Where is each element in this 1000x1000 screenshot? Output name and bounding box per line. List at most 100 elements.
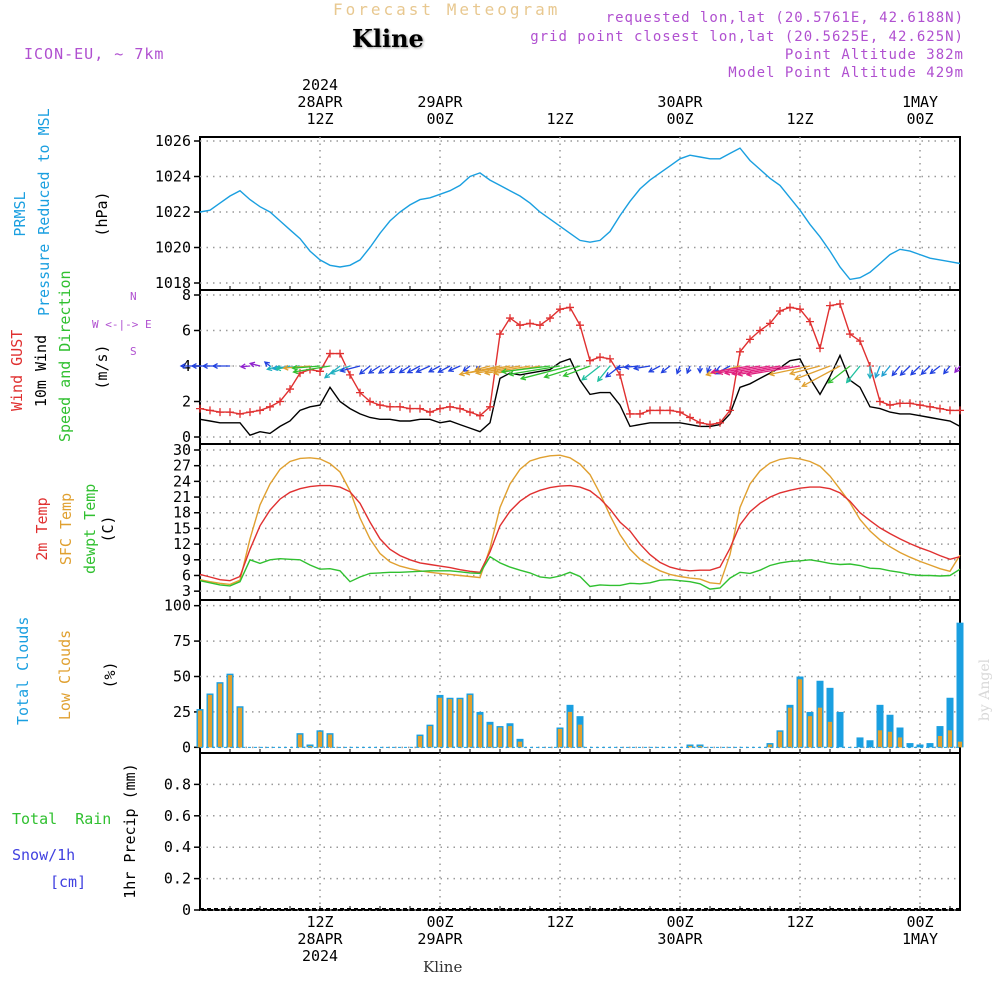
gust-marker — [266, 402, 274, 411]
wind-arrow-head — [398, 367, 405, 374]
wind-arrow-head — [271, 365, 279, 372]
total-cloud-bar — [946, 697, 954, 748]
wind-arrow — [921, 365, 931, 375]
time-label-line: 00Z — [426, 110, 454, 128]
temperature-ytick-label: 12 — [173, 535, 191, 553]
precip-ytick-label: 0.4 — [164, 838, 191, 856]
clouds-ytick-label: 0 — [182, 738, 191, 756]
total-cloud-bar — [906, 743, 914, 748]
wind-arrow-head — [605, 371, 612, 378]
wind-arrow-head — [358, 368, 365, 375]
wind-arrow — [597, 365, 611, 382]
gust-marker — [626, 409, 634, 418]
wind-arrow — [475, 365, 491, 371]
wind-arrow-head — [463, 369, 471, 376]
gust-marker — [926, 402, 934, 411]
gust-marker — [286, 385, 294, 394]
total-cloud-bar — [826, 687, 834, 748]
wind-arrow-head — [263, 361, 270, 367]
wind-arrow-head — [266, 365, 273, 372]
wind-arrow — [250, 362, 261, 367]
wind-arrow-head — [406, 368, 413, 374]
gust-marker — [656, 406, 664, 415]
precip-rain-label: Total Rain — [12, 810, 112, 828]
wind-arrow — [389, 365, 401, 374]
low-cloud-bar — [457, 699, 463, 748]
temperature-ytick-label: 21 — [173, 488, 191, 506]
gust-marker — [526, 319, 534, 328]
gust-marker — [906, 399, 914, 408]
wind-arrow — [508, 365, 561, 375]
gust-marker — [836, 299, 844, 308]
wind-arrow-head — [710, 368, 717, 375]
low-cloud-bar — [477, 714, 483, 748]
total-cloud-bar — [956, 622, 964, 748]
top-time-label: 2024 28APR 12Z — [280, 77, 360, 128]
bottom-time-label: 12Z 28APR 2024 — [280, 914, 360, 965]
low-cloud-bar — [887, 731, 893, 748]
wind-arrow — [661, 365, 671, 374]
temperature-ytick-label: 24 — [173, 472, 191, 490]
bottom-time-label: 00Z 29APR — [400, 914, 480, 948]
wind-arrow — [283, 365, 311, 369]
gust-marker — [326, 349, 334, 358]
compass-rose: W <-|-> E — [92, 318, 152, 331]
gust-marker — [496, 330, 504, 339]
model-label: ICON-EU, ~ 7km — [24, 45, 165, 63]
wind-arrow-head — [248, 361, 256, 368]
wind-arrow — [485, 365, 531, 374]
t2m-line — [199, 484, 961, 582]
temperature-ytick-label: 9 — [182, 551, 191, 569]
compass-s-label: S — [130, 345, 137, 358]
wind-arrow-head — [282, 364, 289, 371]
top-time-label: 1MAY 00Z — [880, 94, 960, 128]
wind-arrow — [794, 365, 831, 380]
wind-arrow-head — [730, 370, 738, 377]
gust-marker — [576, 321, 584, 330]
wind-arrow-head — [660, 367, 667, 374]
wind-arrow — [428, 365, 441, 373]
time-label-line: 28APR — [297, 930, 343, 948]
time-label-line: 1MAY — [901, 93, 939, 111]
gust-marker — [486, 402, 494, 411]
low-cloud-bar — [237, 707, 243, 748]
wind-arrow — [520, 365, 571, 380]
sfc-temp-line — [199, 454, 961, 586]
gust-marker — [216, 408, 224, 417]
wind-arrow-head — [274, 365, 282, 372]
wind-arrow-head — [474, 369, 482, 376]
gust-marker — [946, 406, 954, 415]
wind-ytick-label: 8 — [182, 286, 191, 304]
gust-marker — [336, 349, 344, 358]
compass-w-label: W — [92, 318, 99, 331]
precip-frame — [199, 752, 961, 911]
gust-marker — [226, 408, 234, 417]
temperature-ytick-label: 30 — [173, 441, 191, 459]
time-label-line: 12Z — [546, 110, 574, 128]
low-cloud-bar — [557, 728, 563, 748]
wind-arrow-head — [415, 367, 422, 374]
bottom-time-label: 12Z — [520, 914, 600, 931]
low-cloud-bar — [217, 683, 223, 748]
time-label-line: 29APR — [417, 93, 463, 111]
gust-marker — [426, 408, 434, 417]
wind-arrow-head — [705, 370, 712, 377]
low-cloud-bar — [317, 731, 323, 748]
wind-arrow-head — [920, 369, 927, 376]
wind-arrow-head — [793, 374, 801, 381]
time-label-line: 12Z — [786, 913, 814, 931]
wind-arrow-head — [239, 363, 246, 370]
gust-marker — [896, 399, 904, 408]
gust-marker — [446, 402, 454, 411]
wind-arrow — [648, 365, 661, 373]
gust-marker — [616, 370, 624, 379]
low-cloud-bar — [207, 694, 213, 748]
wind-arrow-head — [697, 367, 703, 374]
time-label-line: 30APR — [657, 93, 703, 111]
gust-marker — [916, 401, 924, 410]
low-cloud-bar — [327, 734, 333, 748]
wind-arrow-head — [745, 371, 752, 377]
wind-arrow-head — [507, 370, 515, 377]
wind-arrow-head — [519, 374, 527, 381]
